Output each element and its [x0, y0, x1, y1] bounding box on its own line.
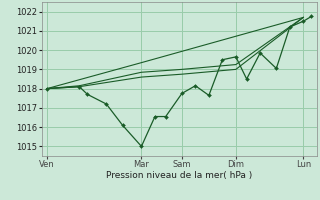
X-axis label: Pression niveau de la mer( hPa ): Pression niveau de la mer( hPa )	[106, 171, 252, 180]
